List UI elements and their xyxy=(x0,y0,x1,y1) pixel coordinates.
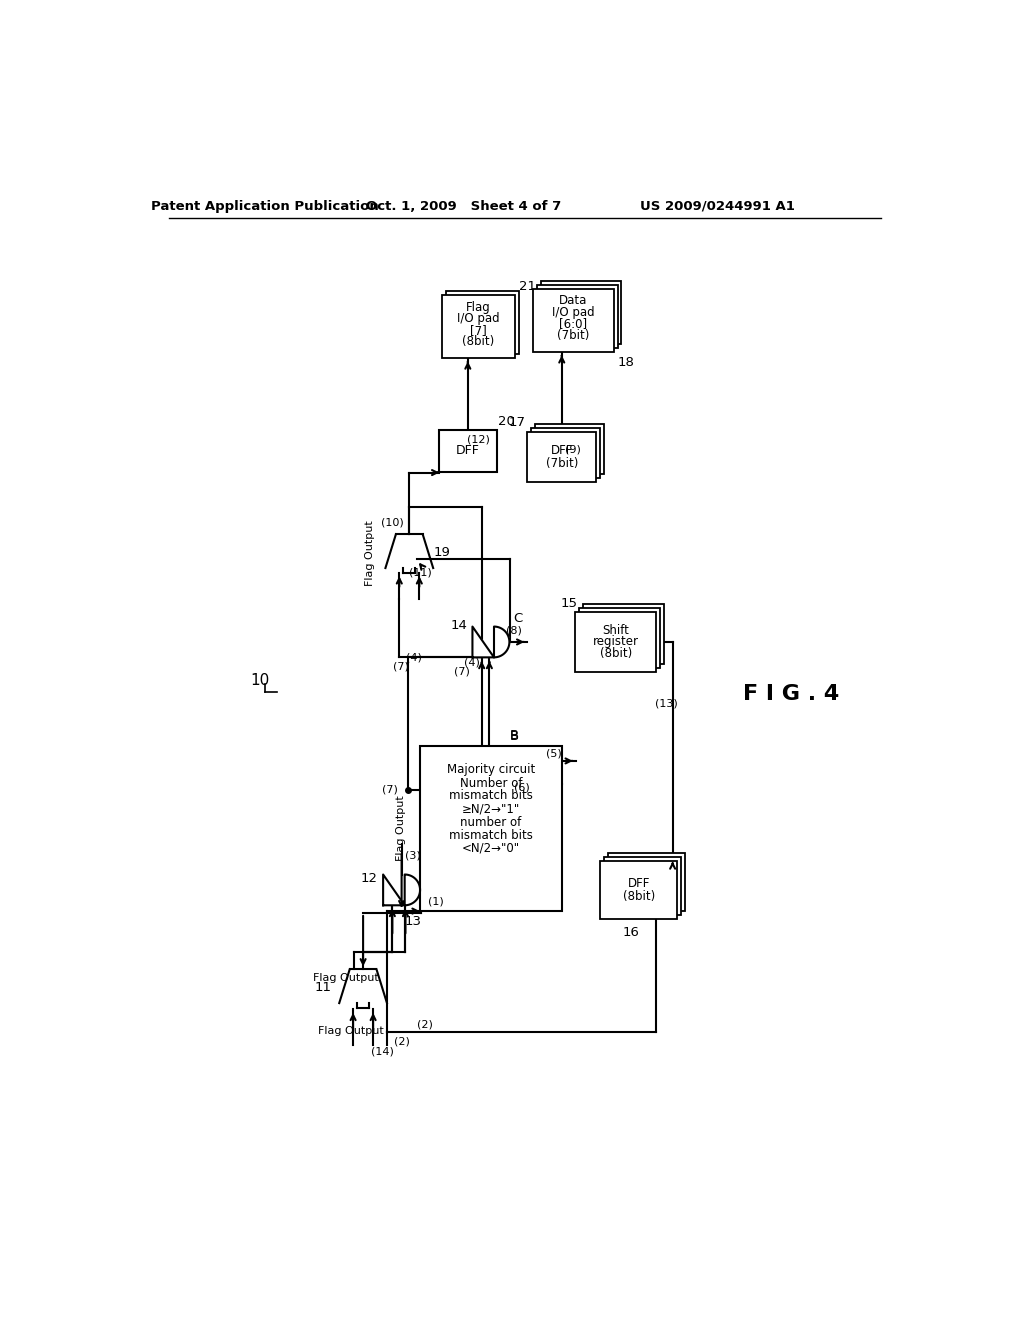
Text: (7bit): (7bit) xyxy=(546,457,578,470)
Text: 18: 18 xyxy=(617,356,634,370)
Text: I/O pad: I/O pad xyxy=(552,306,595,319)
Text: (8bit): (8bit) xyxy=(463,335,495,348)
Text: register: register xyxy=(593,635,639,648)
Text: [6:0]: [6:0] xyxy=(559,317,588,330)
Bar xyxy=(608,853,685,911)
Text: F I G . 4: F I G . 4 xyxy=(743,684,840,704)
Text: 19: 19 xyxy=(433,546,451,560)
Polygon shape xyxy=(383,874,420,906)
Text: (5): (5) xyxy=(546,748,562,758)
Text: 10: 10 xyxy=(250,673,269,688)
Bar xyxy=(532,289,613,351)
Bar xyxy=(583,605,664,664)
Text: 15: 15 xyxy=(561,597,578,610)
Text: Data: Data xyxy=(559,294,588,308)
Text: 20: 20 xyxy=(498,416,515,428)
Text: 12: 12 xyxy=(360,871,378,884)
Bar xyxy=(600,861,677,919)
Text: 17: 17 xyxy=(509,416,525,429)
Bar xyxy=(580,609,659,668)
Bar xyxy=(442,294,515,358)
Text: 21: 21 xyxy=(518,280,536,293)
Bar xyxy=(537,285,617,348)
Text: [7]: [7] xyxy=(470,323,487,337)
Text: Flag Output: Flag Output xyxy=(313,973,379,983)
Text: Oct. 1, 2009   Sheet 4 of 7: Oct. 1, 2009 Sheet 4 of 7 xyxy=(366,199,561,213)
Text: (8bit): (8bit) xyxy=(623,890,655,903)
Text: number of: number of xyxy=(461,816,521,829)
Text: (2): (2) xyxy=(417,1019,432,1030)
Text: (7): (7) xyxy=(392,661,409,672)
Text: (7bit): (7bit) xyxy=(557,329,590,342)
Text: A: A xyxy=(424,861,433,874)
Text: Flag Output: Flag Output xyxy=(318,1026,384,1036)
Text: B: B xyxy=(510,729,518,742)
Text: DFF: DFF xyxy=(628,878,650,890)
Text: Flag Output: Flag Output xyxy=(365,520,375,586)
Text: Flag Output: Flag Output xyxy=(396,796,407,861)
Text: 13: 13 xyxy=(406,915,422,928)
Text: ≥N/2→"1": ≥N/2→"1" xyxy=(462,803,520,816)
Text: Flag: Flag xyxy=(466,301,490,314)
Bar xyxy=(535,425,604,474)
Bar xyxy=(575,612,656,672)
Text: (10): (10) xyxy=(381,517,403,528)
Text: mismatch bits: mismatch bits xyxy=(449,829,532,842)
Text: Shift: Shift xyxy=(602,624,629,638)
Text: C: C xyxy=(513,612,522,626)
Text: DFF: DFF xyxy=(551,445,573,458)
Text: <N/2→"0": <N/2→"0" xyxy=(462,842,520,855)
Text: (8): (8) xyxy=(506,626,522,635)
Text: (4): (4) xyxy=(464,657,479,668)
Text: (1): (1) xyxy=(428,896,444,907)
Polygon shape xyxy=(472,627,509,657)
Text: Number of: Number of xyxy=(460,777,522,791)
Bar xyxy=(527,432,596,482)
Text: (8bit): (8bit) xyxy=(599,647,632,660)
Text: mismatch bits: mismatch bits xyxy=(449,789,532,803)
Text: (14): (14) xyxy=(371,1047,394,1056)
Text: (4): (4) xyxy=(407,652,422,663)
Text: (3): (3) xyxy=(404,850,420,861)
Bar xyxy=(420,746,562,911)
Text: Majority circuit: Majority circuit xyxy=(446,763,536,776)
Text: (13): (13) xyxy=(655,698,678,709)
Text: 14: 14 xyxy=(451,619,467,631)
Bar xyxy=(439,430,497,473)
Bar xyxy=(604,857,681,915)
Bar xyxy=(541,281,622,345)
Text: (7): (7) xyxy=(382,785,398,795)
Text: B: B xyxy=(510,730,518,743)
Bar xyxy=(531,428,600,478)
Text: (11): (11) xyxy=(410,568,432,578)
Text: (6): (6) xyxy=(514,783,529,793)
Text: (2): (2) xyxy=(394,1036,411,1047)
Text: 16: 16 xyxy=(623,925,640,939)
Text: US 2009/0244991 A1: US 2009/0244991 A1 xyxy=(640,199,795,213)
Text: I/O pad: I/O pad xyxy=(458,312,500,325)
Text: Patent Application Publication: Patent Application Publication xyxy=(152,199,379,213)
Text: (7): (7) xyxy=(454,667,470,676)
Text: 11: 11 xyxy=(314,981,332,994)
Text: (9): (9) xyxy=(565,445,582,454)
Text: (12): (12) xyxy=(467,434,490,445)
Text: DFF: DFF xyxy=(456,445,480,458)
Bar xyxy=(445,290,519,354)
